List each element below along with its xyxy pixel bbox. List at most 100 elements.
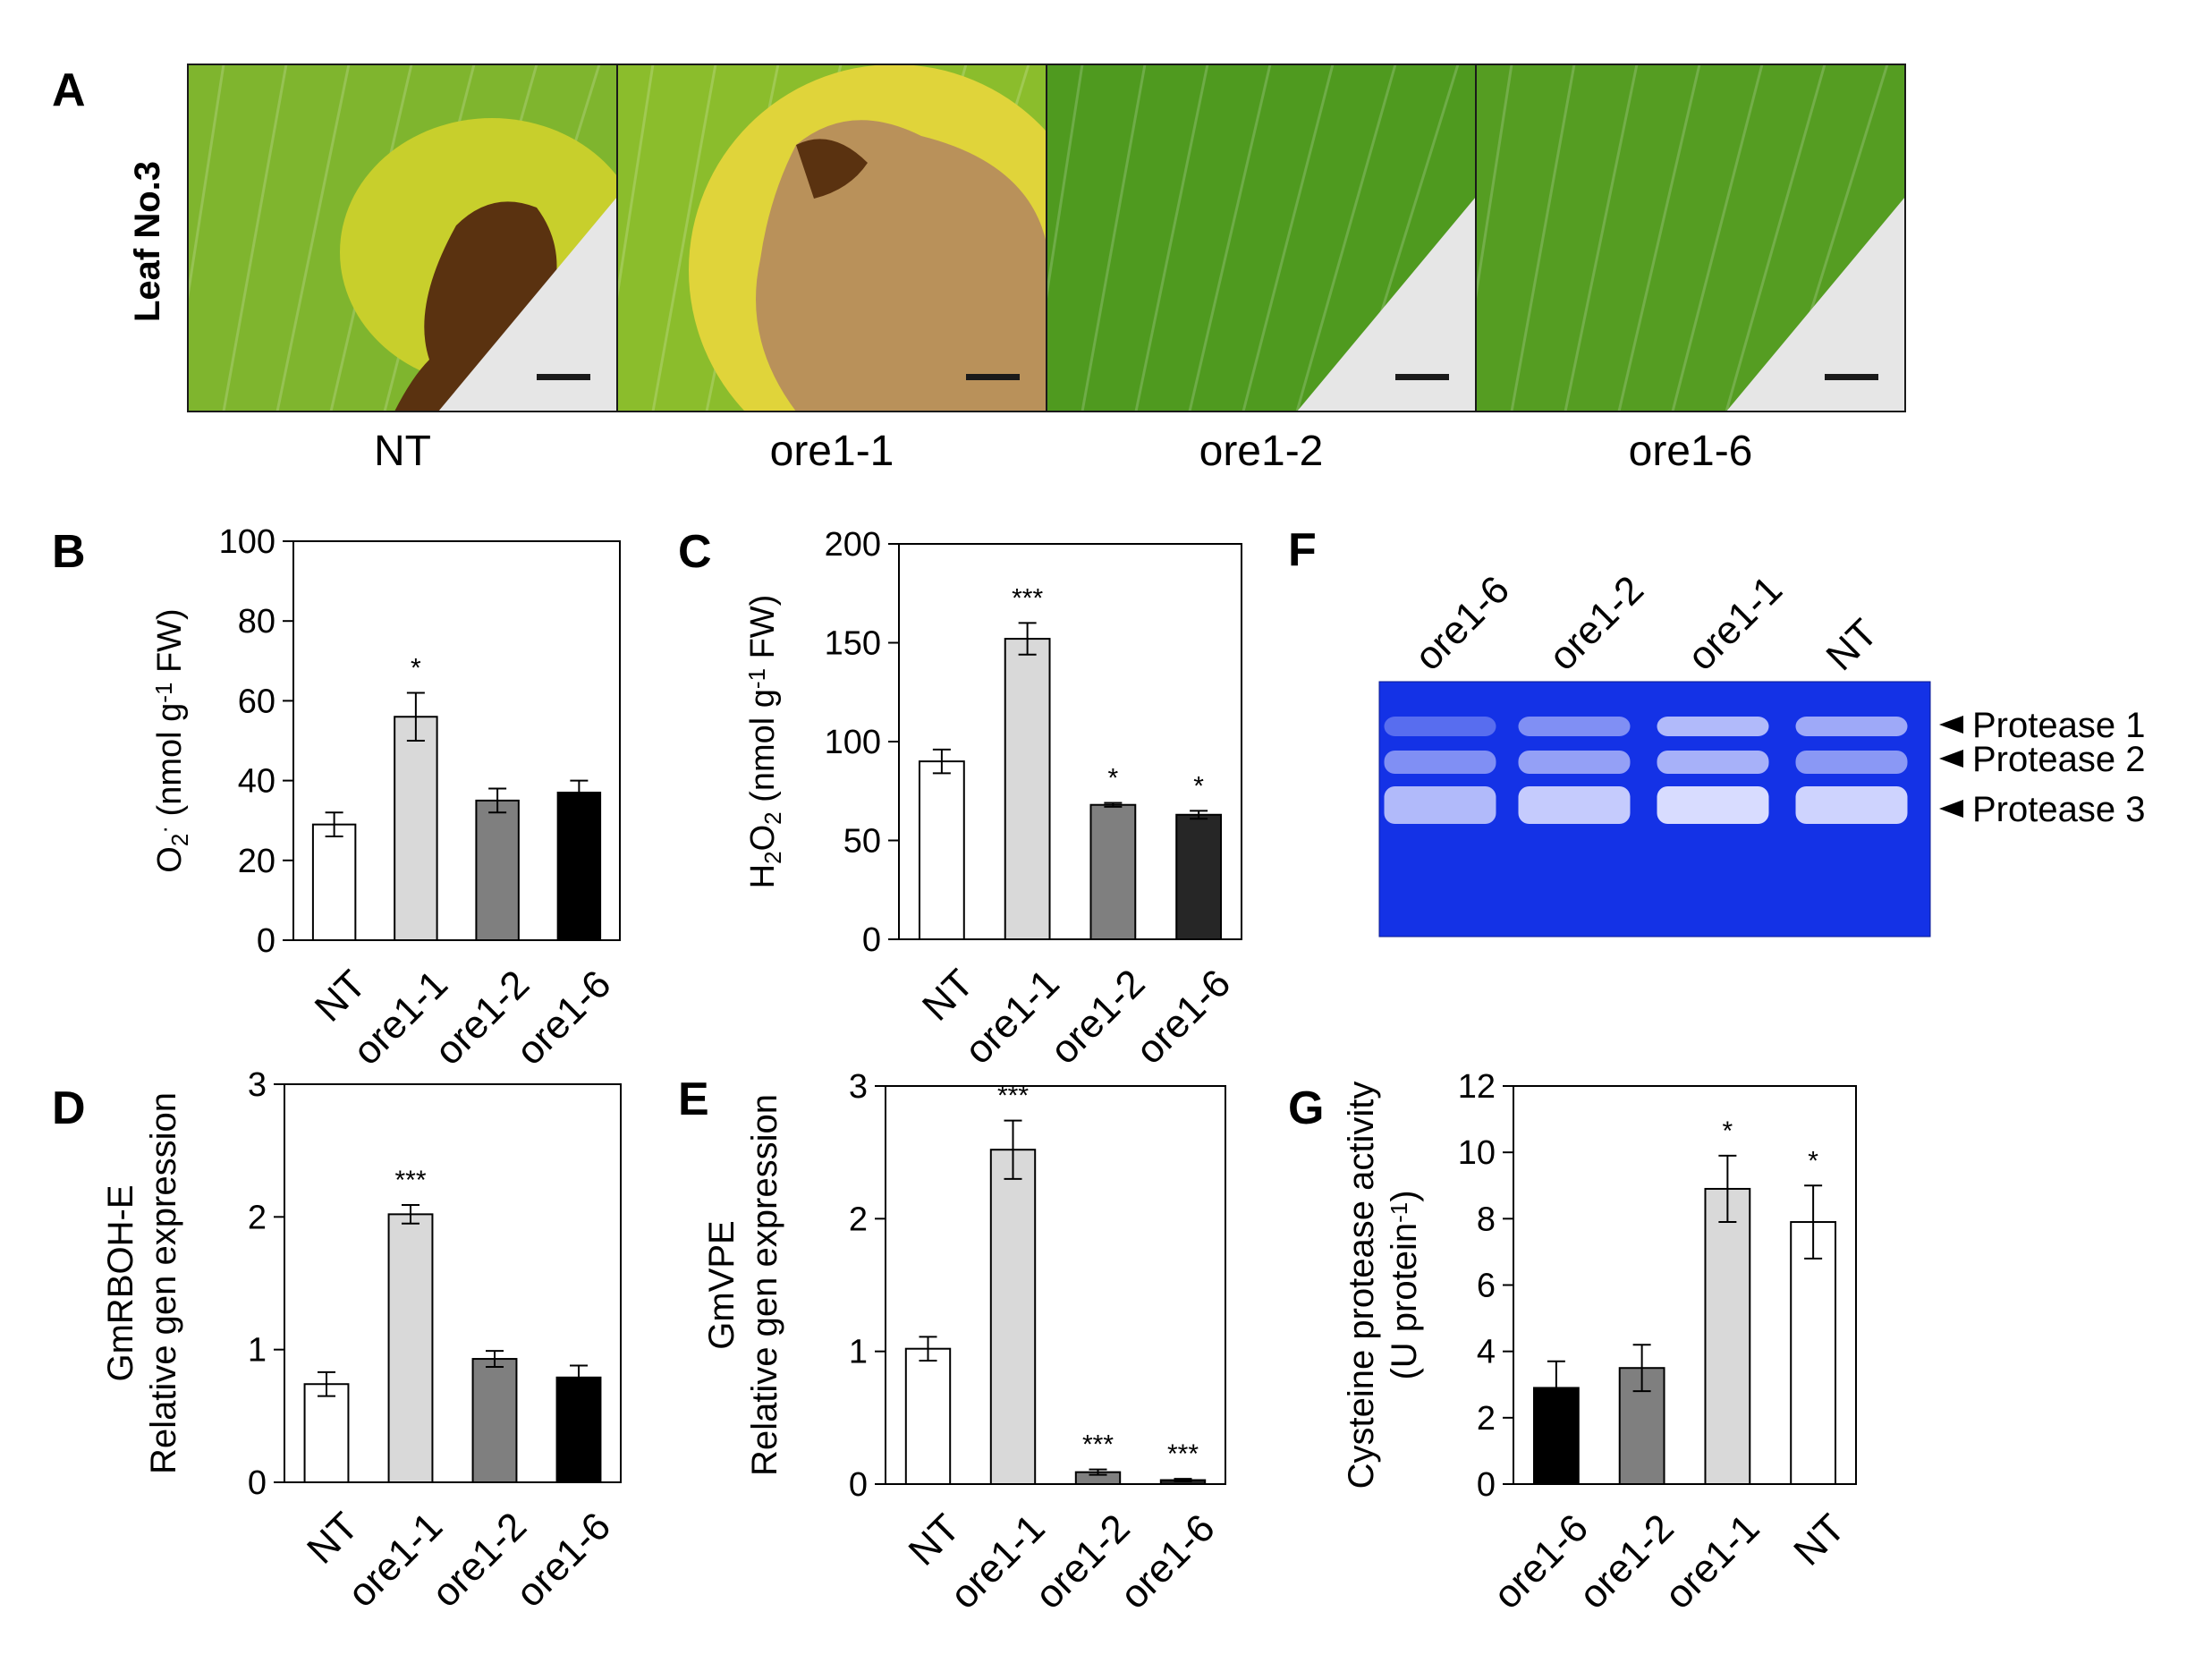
x-tick-label: ore1-1: [340, 1504, 452, 1616]
significance-mark: *: [1808, 1146, 1818, 1175]
band-arrow-icon: [1939, 716, 1963, 734]
gel-band: [1795, 717, 1908, 736]
leaf-vein: [1510, 64, 1576, 412]
photo-label: ore1-2: [1199, 428, 1324, 475]
y-tick-label: 1: [248, 1332, 267, 1370]
x-tick-label: ore1-1: [956, 961, 1068, 1073]
x-tick-label: ore1-2: [1042, 961, 1154, 1073]
leaf-vein: [1617, 64, 1701, 412]
gel-band: [1384, 786, 1496, 824]
background-corner: [1297, 197, 1476, 412]
leaf-vein: [1242, 64, 1335, 412]
y-tick-label: 2: [1477, 1400, 1496, 1438]
y-tick-label: 200: [825, 526, 881, 564]
chart-e: E 0 1 2 3 NT *** ore1-1 *** ore1-2 *** ore1-6 GmVPE R…: [678, 1068, 1226, 1617]
significance-mark: ***: [1012, 583, 1043, 613]
y-tick-label: 1: [849, 1334, 868, 1371]
scale-bar: [966, 374, 1020, 380]
band-arrow-icon: [1939, 800, 1963, 818]
y-axis-label: H2O2 (nmol g-1 FW): [743, 595, 786, 889]
panel-letter: G: [1288, 1082, 1324, 1134]
leaf-photo: ore1-2: [1046, 64, 1477, 475]
leaf-vein: [188, 64, 225, 305]
y-tick-label: 10: [1458, 1134, 1496, 1172]
significance-mark: ***: [997, 1082, 1029, 1111]
y-tick-label: 50: [843, 823, 881, 861]
gel-band: [1384, 751, 1496, 774]
leaf-photo: ore1-1: [616, 64, 1047, 475]
photo-label: ore1-1: [770, 428, 894, 475]
leaf-vein: [1476, 64, 1513, 305]
significance-mark: ***: [394, 1166, 426, 1195]
leaf-photo: NT: [187, 64, 618, 475]
y-tick-label: 0: [248, 1464, 267, 1502]
leaf-vein: [651, 64, 717, 412]
gel-band: [1384, 717, 1496, 736]
y-tick-label: 80: [238, 603, 275, 641]
significance-mark: *: [1193, 771, 1204, 801]
gel-band: [1518, 717, 1631, 736]
plot-frame: [885, 1085, 1226, 1485]
leaf-photo-row: NT ore1-1 ore1-2 ore1-6: [187, 64, 1906, 475]
y-tick-label: 8: [1477, 1201, 1496, 1238]
photo-label: ore1-6: [1629, 428, 1753, 475]
scale-bar: [537, 374, 590, 380]
x-tick-label: NT: [901, 1506, 969, 1574]
bar: [556, 791, 602, 941]
y-tick-label: 6: [1477, 1268, 1496, 1305]
x-tick-label: NT: [307, 962, 375, 1030]
y-tick-label: 20: [238, 843, 275, 880]
panel-letter: B: [52, 526, 86, 578]
x-tick-label: ore1-6: [1112, 1506, 1224, 1617]
significance-mark: ***: [1167, 1439, 1199, 1469]
y-tick-label: 40: [238, 763, 275, 801]
x-tick-label: ore1-2: [424, 1504, 536, 1616]
y-tick-label: 100: [219, 523, 275, 561]
plot-frame: [284, 1083, 622, 1483]
band-label: Protease 3: [1972, 790, 2145, 829]
row-label-leaf: Leaf No.3: [128, 161, 167, 322]
bar: [394, 716, 438, 941]
x-tick-label: ore1-1: [942, 1506, 1054, 1617]
y-tick-label: 100: [825, 724, 881, 761]
bar: [387, 1213, 434, 1484]
gel-lane-label: ore1-6: [1406, 567, 1518, 679]
significance-mark: *: [1723, 1116, 1733, 1146]
y-tick-label: 0: [849, 1466, 868, 1504]
x-tick-label: ore1-1: [1657, 1506, 1768, 1617]
leaf-vein: [617, 64, 655, 305]
leaf-vein: [1188, 64, 1272, 412]
leaf-vein: [222, 64, 288, 412]
leaf-vein: [1725, 64, 1826, 412]
panel-letter: E: [678, 1073, 709, 1125]
significance-mark: *: [1108, 764, 1119, 793]
x-tick-label: ore1-6: [508, 1504, 620, 1616]
panel-letter: C: [678, 526, 712, 578]
leaf-photo: ore1-6: [1475, 64, 1906, 475]
significance-mark: *: [411, 653, 421, 683]
band-label: Protease 2: [1972, 740, 2145, 779]
y-axis-label: GmVPE: [702, 1220, 742, 1349]
bar: [989, 1149, 1037, 1485]
gel-band: [1657, 751, 1769, 774]
y-tick-label: 0: [257, 922, 275, 960]
leaf-vein: [1295, 64, 1397, 412]
scale-bar: [1395, 374, 1449, 380]
x-tick-label: ore1-6: [508, 962, 620, 1073]
chart-c: C 0 50 100 150 200 NT *** ore1-1 * ore1-2 * ore1-6 H2…: [678, 526, 1242, 1073]
leaf-vein: [1047, 64, 1084, 305]
panel-letter-f: F: [1288, 524, 1317, 576]
y-tick-label: 3: [248, 1066, 267, 1104]
gel-lane-label: ore1-2: [1540, 567, 1652, 679]
y-tick-label: 3: [849, 1068, 868, 1106]
significance-mark: ***: [1082, 1430, 1114, 1460]
band-label: Protease 1: [1972, 706, 2145, 745]
x-tick-label: ore1-2: [1571, 1506, 1682, 1617]
y-axis-label: GmRBOH-E: [101, 1185, 140, 1382]
dark-lesion: [796, 139, 868, 199]
